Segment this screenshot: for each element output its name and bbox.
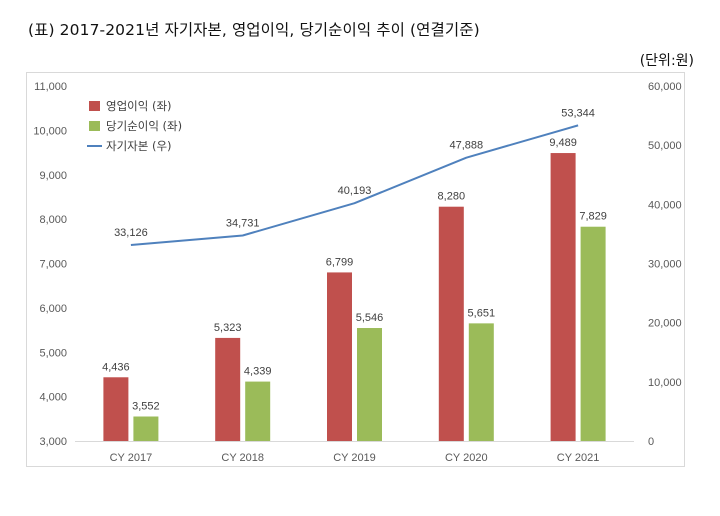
bar-operating-profit xyxy=(438,206,464,441)
bar-operating-profit xyxy=(103,377,129,441)
data-label-operating-profit: 5,323 xyxy=(214,322,242,334)
y-right-tick-label: 50,000 xyxy=(648,140,682,152)
y-right-tick-label: 10,000 xyxy=(648,377,682,389)
data-label-net-profit: 3,552 xyxy=(132,401,160,413)
y-left-tick-label: 9,000 xyxy=(39,170,67,182)
y-left-tick-label: 11,000 xyxy=(34,81,67,93)
data-label-net-profit: 5,651 xyxy=(468,307,496,319)
chart: 3,000 4,000 5,000 6,000 7,000 8,000 9,000 10,00… xyxy=(33,81,682,464)
y-left-tick-label: 8,000 xyxy=(39,214,67,226)
data-label-net-profit: 5,546 xyxy=(356,312,384,324)
line-equity xyxy=(130,124,579,247)
bar-operating-profit xyxy=(215,337,241,441)
x-tick-label: CY 2019 xyxy=(333,452,376,464)
data-label-operating-profit: 6,799 xyxy=(326,256,354,268)
data-label-net-profit: 4,339 xyxy=(244,366,272,378)
data-label-equity: 53,344 xyxy=(561,107,595,119)
x-tick-label: CY 2021 xyxy=(557,452,600,464)
y-right-tick-label: 20,000 xyxy=(648,318,682,330)
legend-label-operating-profit: 영업이익 (좌) xyxy=(106,99,172,113)
data-label-equity: 40,193 xyxy=(338,185,372,197)
data-label-net-profit: 7,829 xyxy=(579,211,607,223)
legend-swatch-operating-profit xyxy=(89,101,100,111)
y-left-tick-label: 6,000 xyxy=(39,303,67,315)
page-title: (표) 2017-2021년 자기자본, 영업이익, 당기순이익 추이 (연결기… xyxy=(28,21,480,39)
data-label-equity: 47,888 xyxy=(449,140,483,152)
bar-operating-profit xyxy=(550,153,576,441)
bar-net-profit xyxy=(133,416,159,441)
y-right-tick-label: 0 xyxy=(648,436,654,448)
y-left-tick-label: 10,000 xyxy=(33,125,67,137)
bar-net-profit xyxy=(580,226,606,441)
legend-label-equity: 자기자본 (우) xyxy=(106,139,172,153)
data-label-operating-profit: 4,436 xyxy=(102,361,130,373)
x-tick-label: CY 2017 xyxy=(110,452,153,464)
y-left-tick-label: 4,000 xyxy=(39,392,67,404)
y-right-tick-label: 30,000 xyxy=(648,259,682,271)
legend-label-net-profit: 당기순이익 (좌) xyxy=(106,119,182,133)
x-tick-label: CY 2020 xyxy=(445,452,488,464)
chart-frame: 3,000 4,000 5,000 6,000 7,000 8,000 9,000 10,00… xyxy=(26,72,685,467)
y-left-tick-label: 7,000 xyxy=(39,259,67,271)
unit-label: (단위:원) xyxy=(639,53,694,69)
legend-swatch-net-profit xyxy=(89,121,100,131)
y-right-tick-label: 40,000 xyxy=(648,199,682,211)
y-left-tick-label: 3,000 xyxy=(39,436,67,448)
data-label-operating-profit: 8,280 xyxy=(438,191,466,203)
bar-net-profit xyxy=(357,328,382,441)
data-label-operating-profit: 9,489 xyxy=(549,137,577,149)
bar-operating-profit xyxy=(327,272,352,441)
x-tick-label: CY 2018 xyxy=(221,452,264,464)
y-right-tick-label: 60,000 xyxy=(648,81,682,93)
y-left-tick-label: 5,000 xyxy=(39,347,67,359)
bar-net-profit xyxy=(245,381,271,441)
data-label-equity: 33,126 xyxy=(114,227,148,239)
bar-net-profit xyxy=(468,323,494,441)
data-label-equity: 34,731 xyxy=(226,218,260,230)
